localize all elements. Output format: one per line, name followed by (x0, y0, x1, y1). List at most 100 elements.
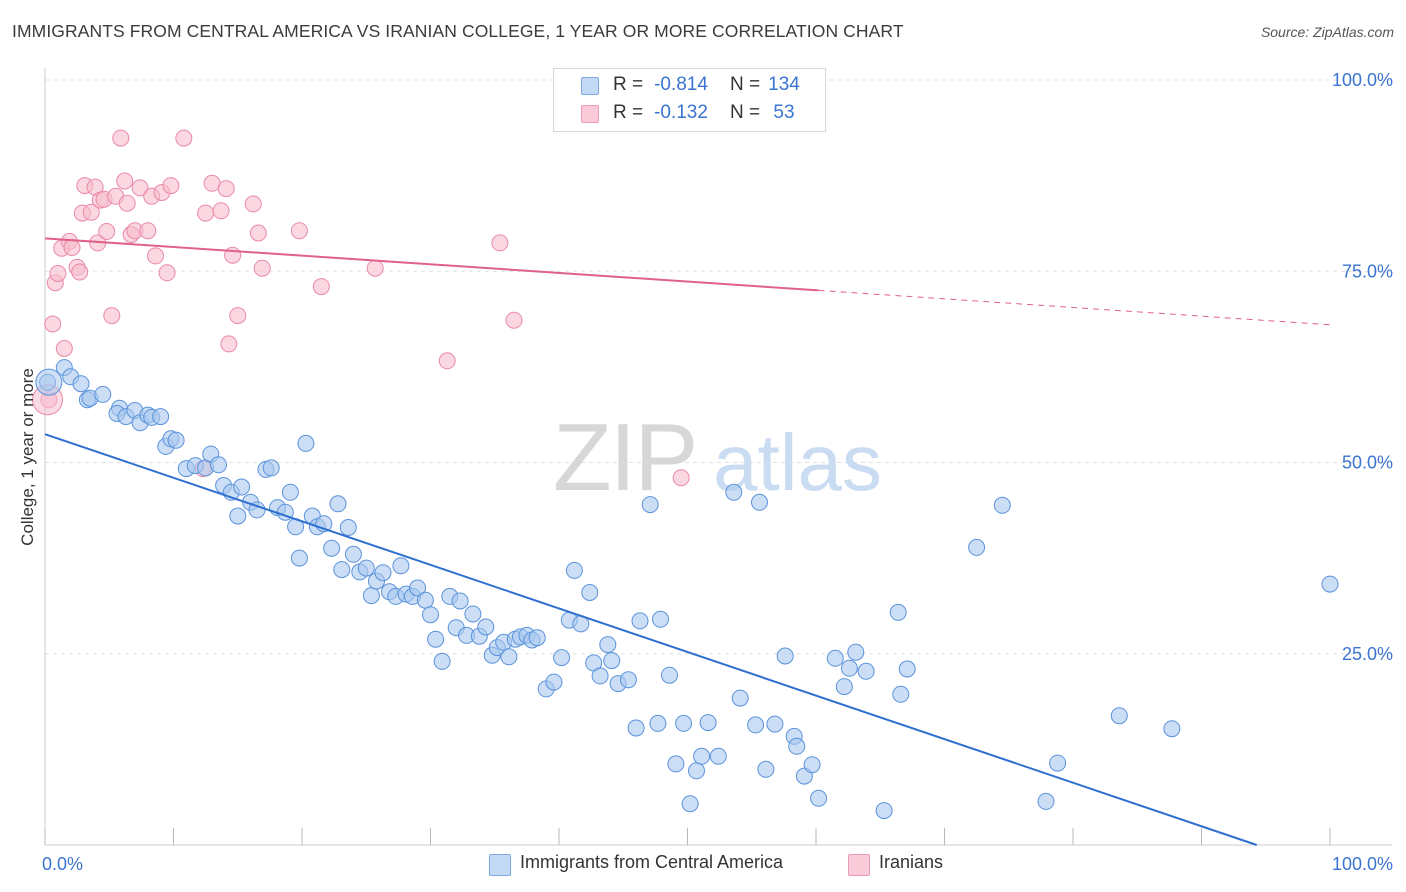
stats-box: R = -0.814 N = 134 R = -0.132 N = 53 (553, 68, 826, 132)
watermark: ZIP atlas (553, 404, 882, 511)
data-point (203, 174, 221, 192)
data-point (693, 747, 711, 765)
legend-item-iranians[interactable]: Iranians (848, 852, 968, 876)
data-point (422, 606, 439, 624)
data-point (757, 760, 775, 778)
data-point (857, 662, 875, 680)
data-point (892, 685, 910, 703)
data-point (344, 545, 362, 563)
data-point (248, 501, 266, 519)
data-point (477, 618, 495, 636)
data-point (229, 507, 247, 525)
data-point (641, 496, 659, 514)
data-point (158, 264, 176, 282)
data-point (244, 195, 262, 213)
data-point (776, 647, 794, 665)
data-point (409, 579, 427, 597)
data-point (262, 459, 280, 477)
data-point (71, 263, 89, 281)
data-point (619, 671, 637, 689)
trend-line-central-america (44, 433, 1258, 846)
data-point (297, 434, 315, 452)
data-point (72, 375, 90, 393)
data-point (451, 592, 469, 610)
data-point (167, 431, 185, 449)
n-value: 53 (773, 102, 795, 123)
data-point (847, 643, 865, 661)
tick-labels: 25.0% 50.0% 75.0% 100.0% 0.0% 100.0% (42, 70, 1393, 874)
data-point (147, 247, 164, 265)
data-point (627, 719, 645, 737)
data-point (229, 307, 247, 325)
data-point (131, 179, 149, 197)
y-tick-label: 100.0% (1332, 70, 1393, 90)
y-axis-label: College, 1 year or more (18, 368, 37, 546)
data-point (438, 352, 456, 370)
trend-line-iranians (44, 237, 819, 292)
data-point (652, 610, 669, 628)
data-point (175, 129, 193, 147)
data-point (545, 673, 563, 691)
data-point (826, 649, 844, 667)
data-point (898, 660, 916, 678)
data-point (709, 747, 727, 765)
pink-swatch (581, 105, 599, 123)
data-point (217, 180, 235, 198)
data-point (599, 636, 617, 654)
data-point (889, 603, 907, 621)
data-point (290, 549, 308, 567)
r-label: R = (613, 102, 644, 123)
legend-blue-swatch (489, 854, 511, 876)
data-point (210, 456, 227, 474)
watermark-zip: ZIP (553, 404, 696, 511)
chart-title: IMMIGRANTS FROM CENTRAL AMERICA VS IRANI… (12, 21, 904, 41)
data-point (875, 802, 893, 820)
data-point (290, 222, 308, 240)
data-point (220, 335, 238, 353)
data-point (500, 648, 518, 666)
data-point (49, 265, 67, 282)
data-point (357, 559, 375, 577)
r-value: -0.132 (654, 102, 708, 123)
data-point (675, 714, 693, 732)
data-point (491, 234, 509, 252)
x-tick-label: 100.0% (1332, 854, 1393, 874)
data-point (116, 172, 134, 190)
data-point (1110, 707, 1128, 725)
data-point (366, 259, 384, 277)
data-point (968, 538, 986, 556)
data-point (139, 222, 157, 240)
n-value: 134 (768, 74, 800, 95)
data-point (362, 587, 380, 605)
data-point (112, 129, 130, 147)
trend-lines (44, 237, 1331, 846)
data-point (82, 203, 100, 221)
data-point (44, 315, 62, 333)
x-tick-label: 0.0% (42, 854, 83, 874)
data-point (392, 557, 410, 575)
trend-line-iranians (818, 289, 1331, 326)
data-point (197, 204, 215, 222)
stats-row-central-america: R = -0.814 N = 134 (554, 72, 825, 100)
legend-item-central-america[interactable]: Immigrants from Central America (489, 852, 829, 876)
data-point (672, 469, 690, 487)
data-point (835, 678, 853, 696)
data-point (528, 629, 546, 647)
n-label: N = (730, 102, 761, 123)
data-point (339, 519, 357, 536)
r-label: R = (613, 74, 644, 95)
data-point (553, 649, 571, 667)
data-point (788, 737, 806, 755)
data-point (581, 584, 599, 601)
y-tick-label: 75.0% (1342, 261, 1393, 281)
data-point (98, 223, 116, 240)
data-point (103, 307, 121, 325)
data-point (725, 483, 743, 501)
data-point (751, 493, 768, 511)
n-label: N = (730, 74, 761, 95)
data-point (603, 652, 621, 670)
data-point (766, 715, 784, 733)
data-point (667, 755, 685, 773)
data-point (661, 666, 678, 684)
